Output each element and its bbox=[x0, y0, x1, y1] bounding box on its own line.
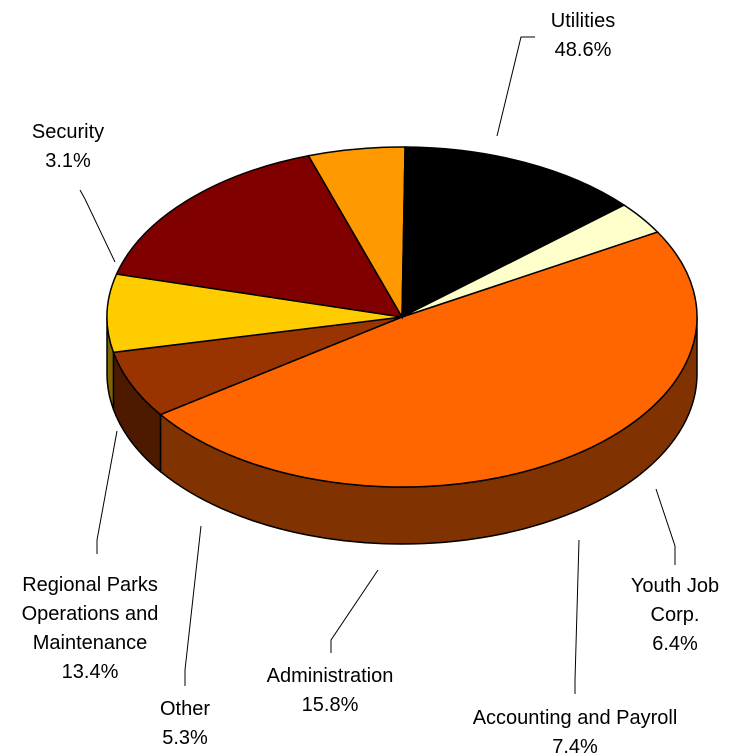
label-value-accounting-and-payroll: 7.4% bbox=[552, 736, 598, 756]
slice-security bbox=[401, 204, 659, 318]
leader-line-regional-parks-operations-and-maintenance bbox=[96, 430, 118, 554]
label-text-security: Security bbox=[32, 121, 104, 143]
label-value-regional-parks-operations-and-maintenance: 13.4% bbox=[62, 661, 119, 683]
label-value-utilities: 48.6% bbox=[555, 39, 612, 61]
label-value-administration: 15.8% bbox=[302, 694, 359, 716]
label-text-youth-job-corp: Youth Job bbox=[631, 575, 719, 597]
label-security: Security 3.1% bbox=[32, 121, 104, 172]
label-value-security: 3.1% bbox=[45, 150, 91, 172]
leader-line-administration bbox=[330, 569, 379, 653]
label-utilities: Utilities 48.6% bbox=[551, 10, 615, 61]
label-text-other: Other bbox=[160, 698, 210, 720]
label-text-administration: Administration bbox=[267, 665, 394, 687]
slice-labels: Utilities 48.6% Youth Job Corp. 6.4% Accounti… bbox=[22, 10, 720, 756]
pie-slices bbox=[106, 146, 698, 488]
label-regional-parks-operations-and-maintenance: Regional Parks Operations and Maintenance 1… bbox=[22, 574, 159, 683]
slice-utilities bbox=[159, 231, 698, 488]
label-other: Other 5.3% bbox=[160, 698, 210, 749]
leader-line-utilities bbox=[496, 36, 535, 137]
leader-line-accounting-and-payroll bbox=[574, 539, 580, 694]
leader-line-youth-job-corp bbox=[655, 488, 676, 565]
label-administration: Administration 15.8% bbox=[267, 665, 394, 716]
label-text-regional-parks-operations-and-maintenance: Operations and bbox=[22, 603, 159, 625]
label-accounting-and-payroll: Accounting and Payroll 7.4% bbox=[473, 707, 678, 756]
label-text-youth-job-corp: Corp. bbox=[651, 604, 700, 626]
label-text-regional-parks-operations-and-maintenance: Regional Parks bbox=[22, 574, 158, 596]
slice-accounting-and-payroll bbox=[106, 273, 403, 354]
slice-administration bbox=[115, 154, 404, 318]
leader-line-other bbox=[184, 525, 202, 686]
label-text-utilities: Utilities bbox=[551, 10, 615, 32]
slice-youth-job-corp bbox=[112, 316, 403, 416]
leader-lines bbox=[79, 36, 676, 694]
label-youth-job-corp: Youth Job Corp. 6.4% bbox=[631, 575, 719, 655]
label-value-other: 5.3% bbox=[162, 727, 208, 749]
slice-regional-parks-operations-and-maintenance bbox=[401, 146, 626, 319]
label-text-regional-parks-operations-and-maintenance: Maintenance bbox=[33, 632, 148, 654]
leader-line-security bbox=[79, 189, 116, 263]
label-text-accounting-and-payroll: Accounting and Payroll bbox=[473, 707, 678, 729]
label-value-youth-job-corp: 6.4% bbox=[652, 633, 698, 655]
